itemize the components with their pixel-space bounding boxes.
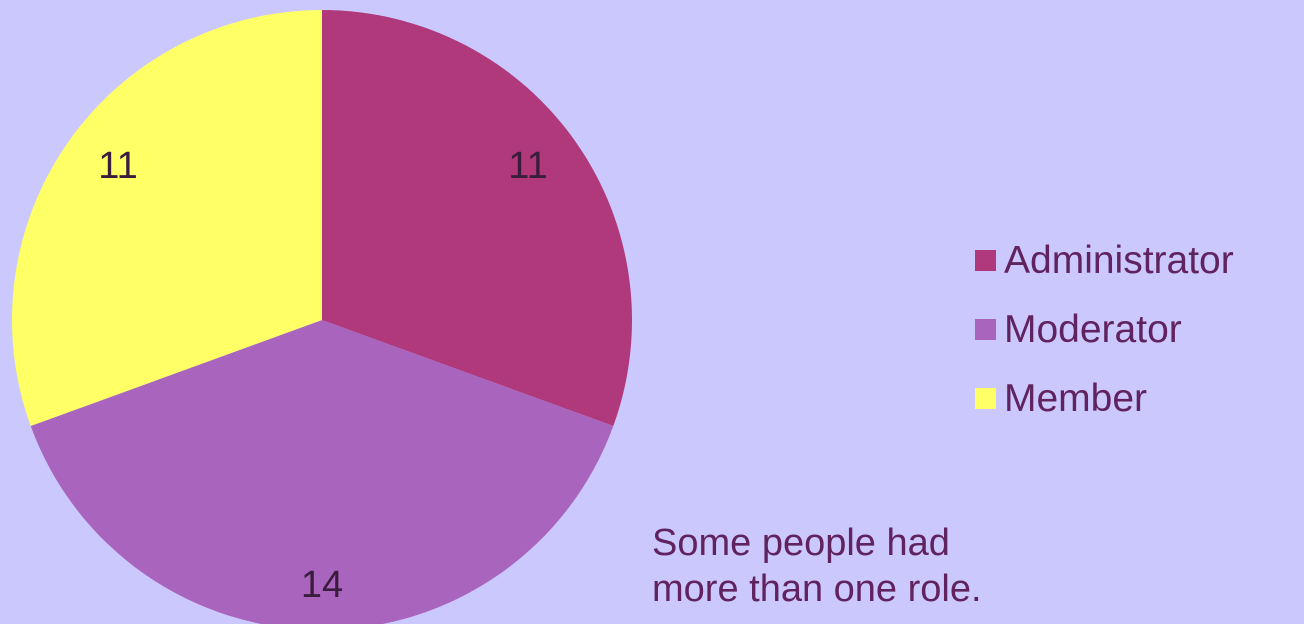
pie-slice-member xyxy=(11,10,322,427)
legend-label-moderator: Moderator xyxy=(1004,307,1182,351)
legend-item-member: Member xyxy=(975,364,1234,433)
pie-chart: 11 14 11 xyxy=(11,10,632,624)
slice-value-label-moderator: 14 xyxy=(301,564,343,606)
legend-label-member: Member xyxy=(1004,376,1148,420)
legend-swatch-administrator xyxy=(975,250,996,271)
legend-swatch-member xyxy=(975,388,996,409)
slice-value-label-member: 11 xyxy=(98,145,137,187)
legend-item-administrator: Administrator xyxy=(975,226,1234,295)
slice-value-label-administrator: 11 xyxy=(508,145,547,187)
legend-label-administrator: Administrator xyxy=(1004,238,1234,282)
note-line-2: more than one role. xyxy=(652,568,982,610)
legend-swatch-moderator xyxy=(975,319,996,340)
pie-slice-moderator xyxy=(30,320,614,624)
chart-note: Some people had more than one role. xyxy=(652,520,982,612)
legend: Administrator Moderator Member xyxy=(975,226,1234,433)
note-line-1: Some people had xyxy=(652,522,950,564)
legend-item-moderator: Moderator xyxy=(975,295,1234,364)
pie-slice-administrator xyxy=(322,10,632,427)
